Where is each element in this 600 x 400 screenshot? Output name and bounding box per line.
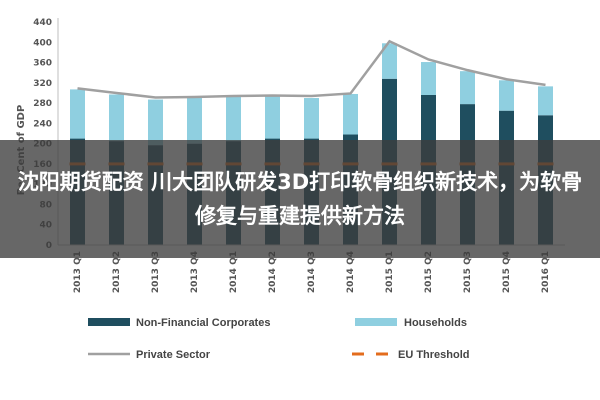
legend-swatch-non-financial xyxy=(88,318,130,326)
x-tick-label: 2014 Q1 xyxy=(229,251,239,293)
x-tick-label: 2016 Q1 xyxy=(541,251,551,293)
x-tick-label: 2014 Q4 xyxy=(346,251,356,293)
legend-item-eu-threshold: EU Threshold xyxy=(352,349,470,361)
bar-households xyxy=(538,86,553,116)
y-tick-label: 400 xyxy=(33,38,52,48)
y-tick-label: 360 xyxy=(33,59,52,69)
bar-households xyxy=(343,93,358,135)
bar-households xyxy=(187,98,202,144)
bar-households xyxy=(460,71,475,105)
bar-households xyxy=(382,43,397,79)
y-tick-label: 320 xyxy=(33,79,52,89)
bar-households xyxy=(70,89,85,139)
bar-households xyxy=(421,62,436,95)
bar-households xyxy=(148,99,163,146)
x-tick-label: 2015 Q1 xyxy=(385,251,395,293)
legend-item-private-sector: Private Sector xyxy=(88,349,211,361)
bar-households xyxy=(499,80,514,111)
bar-households xyxy=(265,96,280,139)
legend-label-households: Households xyxy=(404,317,467,329)
headline-banner[interactable]: 沈阳期货配资 川大团队研发3D打印软骨组织新技术，为软骨修复与重建提供新方法 xyxy=(0,140,600,258)
line-private-sector xyxy=(77,39,546,99)
x-tick-label: 2014 Q3 xyxy=(307,251,317,293)
x-tick-label: 2013 Q4 xyxy=(190,251,200,293)
legend-item-non-financial: Non-Financial Corporates xyxy=(88,317,270,329)
x-tick-label: 2013 Q3 xyxy=(151,251,161,293)
x-tick-label: 2015 Q4 xyxy=(502,251,512,293)
x-tick-label: 2014 Q2 xyxy=(268,251,278,293)
legend-label-non-financial: Non-Financial Corporates xyxy=(136,317,270,329)
legend-item-households: Households xyxy=(355,317,467,329)
x-tick-label: 2013 Q1 xyxy=(73,251,83,293)
y-tick-label: 240 xyxy=(33,119,52,129)
legend-label-eu-threshold: EU Threshold xyxy=(398,349,470,361)
bar-households xyxy=(226,96,241,142)
bar-households xyxy=(109,94,124,142)
legend-swatch-households xyxy=(355,318,397,326)
headline-text[interactable]: 沈阳期货配资 川大团队研发3D打印软骨组织新技术，为软骨修复与重建提供新方法 xyxy=(17,170,583,228)
legend-label-private-sector: Private Sector xyxy=(136,349,211,361)
y-tick-label: 280 xyxy=(33,99,52,109)
y-tick-label: 440 xyxy=(33,18,52,28)
legend: Non-Financial Corporates Households Priv… xyxy=(88,317,470,361)
bar-households xyxy=(304,98,319,139)
x-tick-label: 2015 Q3 xyxy=(463,251,473,293)
x-tick-label: 2013 Q2 xyxy=(112,251,122,293)
x-tick-label: 2015 Q2 xyxy=(424,251,434,293)
